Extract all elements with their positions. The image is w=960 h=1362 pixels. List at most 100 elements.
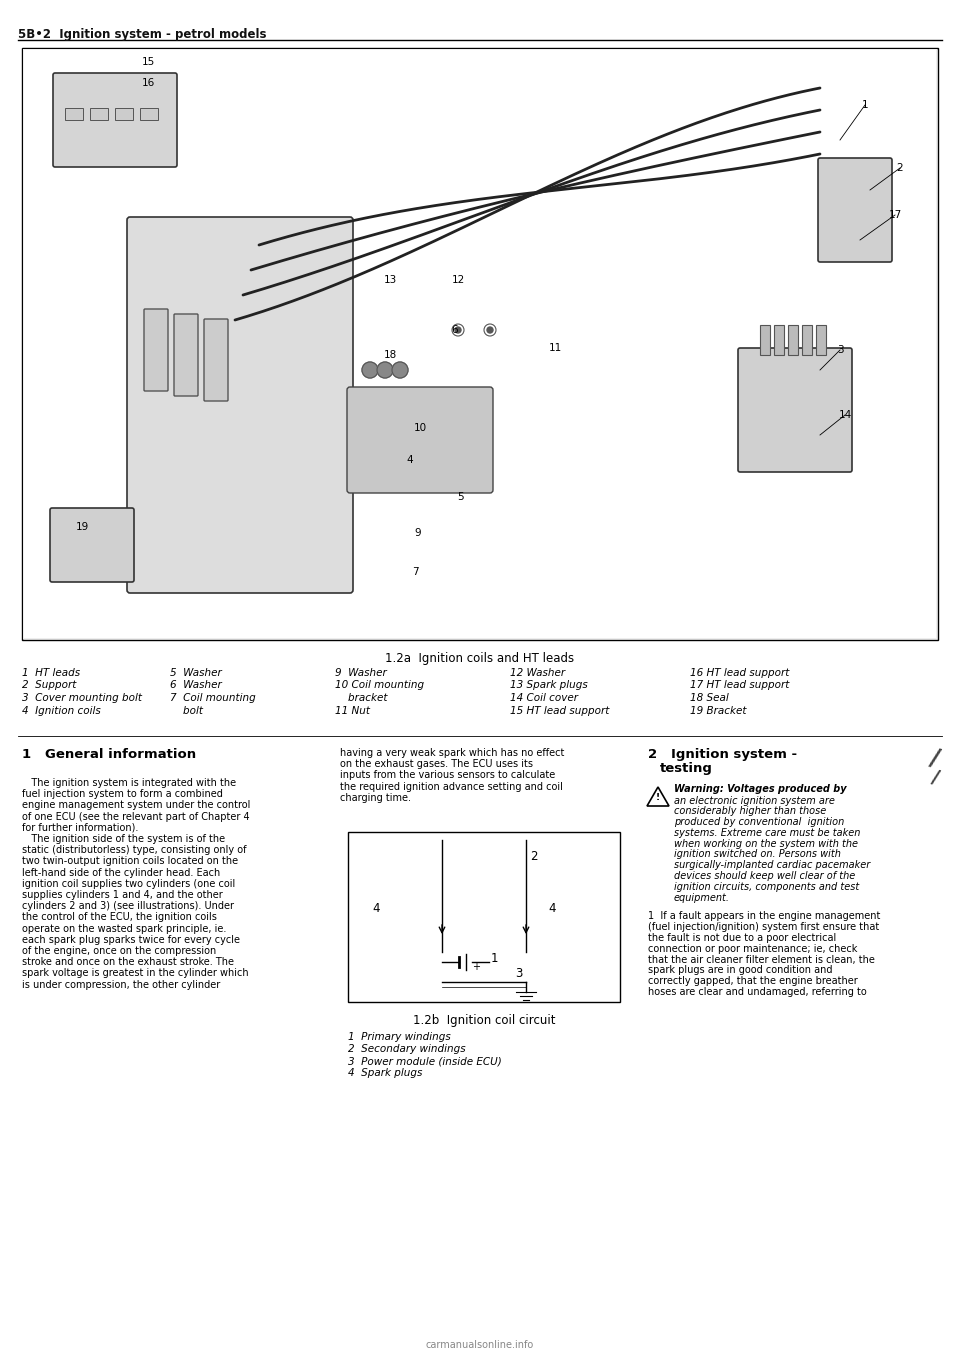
Circle shape bbox=[448, 876, 460, 888]
FancyBboxPatch shape bbox=[774, 326, 784, 355]
Text: an electronic ignition system are: an electronic ignition system are bbox=[674, 795, 835, 805]
FancyBboxPatch shape bbox=[818, 158, 892, 262]
Circle shape bbox=[490, 921, 502, 933]
Text: ignition circuits, components and test: ignition circuits, components and test bbox=[674, 883, 859, 892]
Circle shape bbox=[452, 324, 464, 336]
Text: 17: 17 bbox=[888, 210, 901, 221]
Text: inputs from the various sensors to calculate: inputs from the various sensors to calcu… bbox=[340, 771, 555, 780]
FancyBboxPatch shape bbox=[140, 108, 158, 120]
Text: surgically-implanted cardiac pacemaker: surgically-implanted cardiac pacemaker bbox=[674, 861, 871, 870]
Text: that the air cleaner filter element is clean, the: that the air cleaner filter element is c… bbox=[648, 955, 875, 964]
Circle shape bbox=[508, 876, 520, 888]
Text: engine management system under the control: engine management system under the contr… bbox=[22, 801, 251, 810]
Bar bbox=[24, 50, 936, 637]
Text: 4  Spark plugs: 4 Spark plugs bbox=[348, 1068, 422, 1077]
Text: 10: 10 bbox=[414, 424, 426, 433]
Text: 2   Ignition system -: 2 Ignition system - bbox=[648, 748, 797, 761]
Text: 1   General information: 1 General information bbox=[22, 748, 196, 761]
Text: bolt: bolt bbox=[170, 706, 203, 715]
Text: the fault is not due to a poor electrical: the fault is not due to a poor electrica… bbox=[648, 933, 836, 943]
Text: 5  Washer: 5 Washer bbox=[170, 667, 222, 678]
Text: on the exhaust gases. The ECU uses its: on the exhaust gases. The ECU uses its bbox=[340, 759, 533, 770]
FancyBboxPatch shape bbox=[115, 108, 133, 120]
Text: spark voltage is greatest in the cylinder which: spark voltage is greatest in the cylinde… bbox=[22, 968, 249, 978]
Text: 5: 5 bbox=[457, 492, 464, 503]
Text: 12 Washer: 12 Washer bbox=[510, 667, 565, 678]
Text: 7: 7 bbox=[412, 567, 419, 577]
Text: 5B•2  Ignition system - petrol models: 5B•2 Ignition system - petrol models bbox=[18, 29, 267, 41]
Circle shape bbox=[460, 876, 472, 888]
Text: fuel injection system to form a combined: fuel injection system to form a combined bbox=[22, 789, 223, 799]
Text: operate on the wasted spark principle, ie.: operate on the wasted spark principle, i… bbox=[22, 923, 227, 933]
Text: 4: 4 bbox=[548, 902, 556, 915]
Text: 18: 18 bbox=[383, 350, 396, 360]
Text: stroke and once on the exhaust stroke. The: stroke and once on the exhaust stroke. T… bbox=[22, 957, 234, 967]
Text: 4: 4 bbox=[372, 902, 380, 915]
FancyBboxPatch shape bbox=[204, 319, 228, 400]
Text: two twin-output ignition coils located on the: two twin-output ignition coils located o… bbox=[22, 857, 238, 866]
Circle shape bbox=[377, 362, 393, 379]
Circle shape bbox=[484, 324, 496, 336]
Text: 15 HT lead support: 15 HT lead support bbox=[510, 706, 610, 715]
Bar bbox=[22, 48, 938, 640]
FancyBboxPatch shape bbox=[816, 326, 826, 355]
Text: +: + bbox=[472, 962, 480, 972]
Text: /: / bbox=[927, 745, 943, 771]
Text: is under compression, the other cylinder: is under compression, the other cylinder bbox=[22, 979, 220, 990]
FancyBboxPatch shape bbox=[144, 309, 168, 391]
Text: 18 Seal: 18 Seal bbox=[690, 693, 729, 703]
Text: ignition switched on. Persons with: ignition switched on. Persons with bbox=[674, 850, 841, 859]
FancyBboxPatch shape bbox=[802, 326, 812, 355]
Circle shape bbox=[392, 362, 408, 379]
Circle shape bbox=[466, 921, 478, 933]
Text: 19: 19 bbox=[76, 522, 88, 533]
Text: spark plugs are in good condition and: spark plugs are in good condition and bbox=[648, 966, 832, 975]
Text: 1  Primary windings: 1 Primary windings bbox=[348, 1032, 451, 1042]
Circle shape bbox=[484, 876, 496, 888]
Text: having a very weak spark which has no effect: having a very weak spark which has no ef… bbox=[340, 748, 564, 759]
Text: when working on the system with the: when working on the system with the bbox=[674, 839, 858, 849]
Text: connection or poor maintenance; ie, check: connection or poor maintenance; ie, chec… bbox=[648, 944, 857, 953]
Text: devices should keep well clear of the: devices should keep well clear of the bbox=[674, 872, 855, 881]
Text: 3: 3 bbox=[516, 967, 522, 981]
Text: 14 Coil cover: 14 Coil cover bbox=[510, 693, 578, 703]
Text: supplies cylinders 1 and 4, and the other: supplies cylinders 1 and 4, and the othe… bbox=[22, 889, 223, 900]
Text: 3  Power module (inside ECU): 3 Power module (inside ECU) bbox=[348, 1056, 502, 1066]
Circle shape bbox=[362, 362, 378, 379]
FancyBboxPatch shape bbox=[347, 387, 493, 493]
Text: 2  Support: 2 Support bbox=[22, 681, 77, 691]
Text: systems. Extreme care must be taken: systems. Extreme care must be taken bbox=[674, 828, 860, 838]
Text: considerably higher than those: considerably higher than those bbox=[674, 806, 827, 816]
Text: 2  Secondary windings: 2 Secondary windings bbox=[348, 1045, 466, 1054]
Text: 4  Ignition coils: 4 Ignition coils bbox=[22, 706, 101, 715]
FancyBboxPatch shape bbox=[90, 108, 108, 120]
Circle shape bbox=[454, 921, 466, 933]
Text: 1  If a fault appears in the engine management: 1 If a fault appears in the engine manag… bbox=[648, 911, 880, 922]
Polygon shape bbox=[647, 787, 669, 806]
Text: correctly gapped, that the engine breather: correctly gapped, that the engine breath… bbox=[648, 977, 857, 986]
Text: carmanualsonline.info: carmanualsonline.info bbox=[426, 1340, 534, 1350]
Bar bbox=[23, 49, 937, 639]
Text: 2: 2 bbox=[530, 850, 538, 864]
FancyBboxPatch shape bbox=[788, 326, 798, 355]
Text: !: ! bbox=[656, 794, 660, 802]
Text: The ignition side of the system is of the: The ignition side of the system is of th… bbox=[22, 834, 226, 844]
Text: /: / bbox=[929, 768, 941, 789]
Circle shape bbox=[496, 876, 508, 888]
Text: bracket: bracket bbox=[335, 693, 388, 703]
Text: The ignition system is integrated with the: The ignition system is integrated with t… bbox=[22, 778, 236, 789]
Text: each spark plug sparks twice for every cycle: each spark plug sparks twice for every c… bbox=[22, 934, 240, 945]
Text: 14: 14 bbox=[838, 410, 852, 419]
FancyBboxPatch shape bbox=[738, 349, 852, 473]
Text: 1: 1 bbox=[491, 952, 497, 966]
Text: equipment.: equipment. bbox=[674, 892, 730, 903]
Text: 1: 1 bbox=[862, 99, 868, 110]
Text: produced by conventional  ignition: produced by conventional ignition bbox=[674, 817, 844, 827]
Text: 4: 4 bbox=[407, 455, 414, 464]
Text: 16: 16 bbox=[141, 78, 155, 89]
Text: 3  Cover mounting bolt: 3 Cover mounting bolt bbox=[22, 693, 142, 703]
Bar bbox=[348, 832, 620, 1002]
Circle shape bbox=[472, 876, 484, 888]
Text: 17 HT lead support: 17 HT lead support bbox=[690, 681, 789, 691]
Circle shape bbox=[478, 921, 490, 933]
